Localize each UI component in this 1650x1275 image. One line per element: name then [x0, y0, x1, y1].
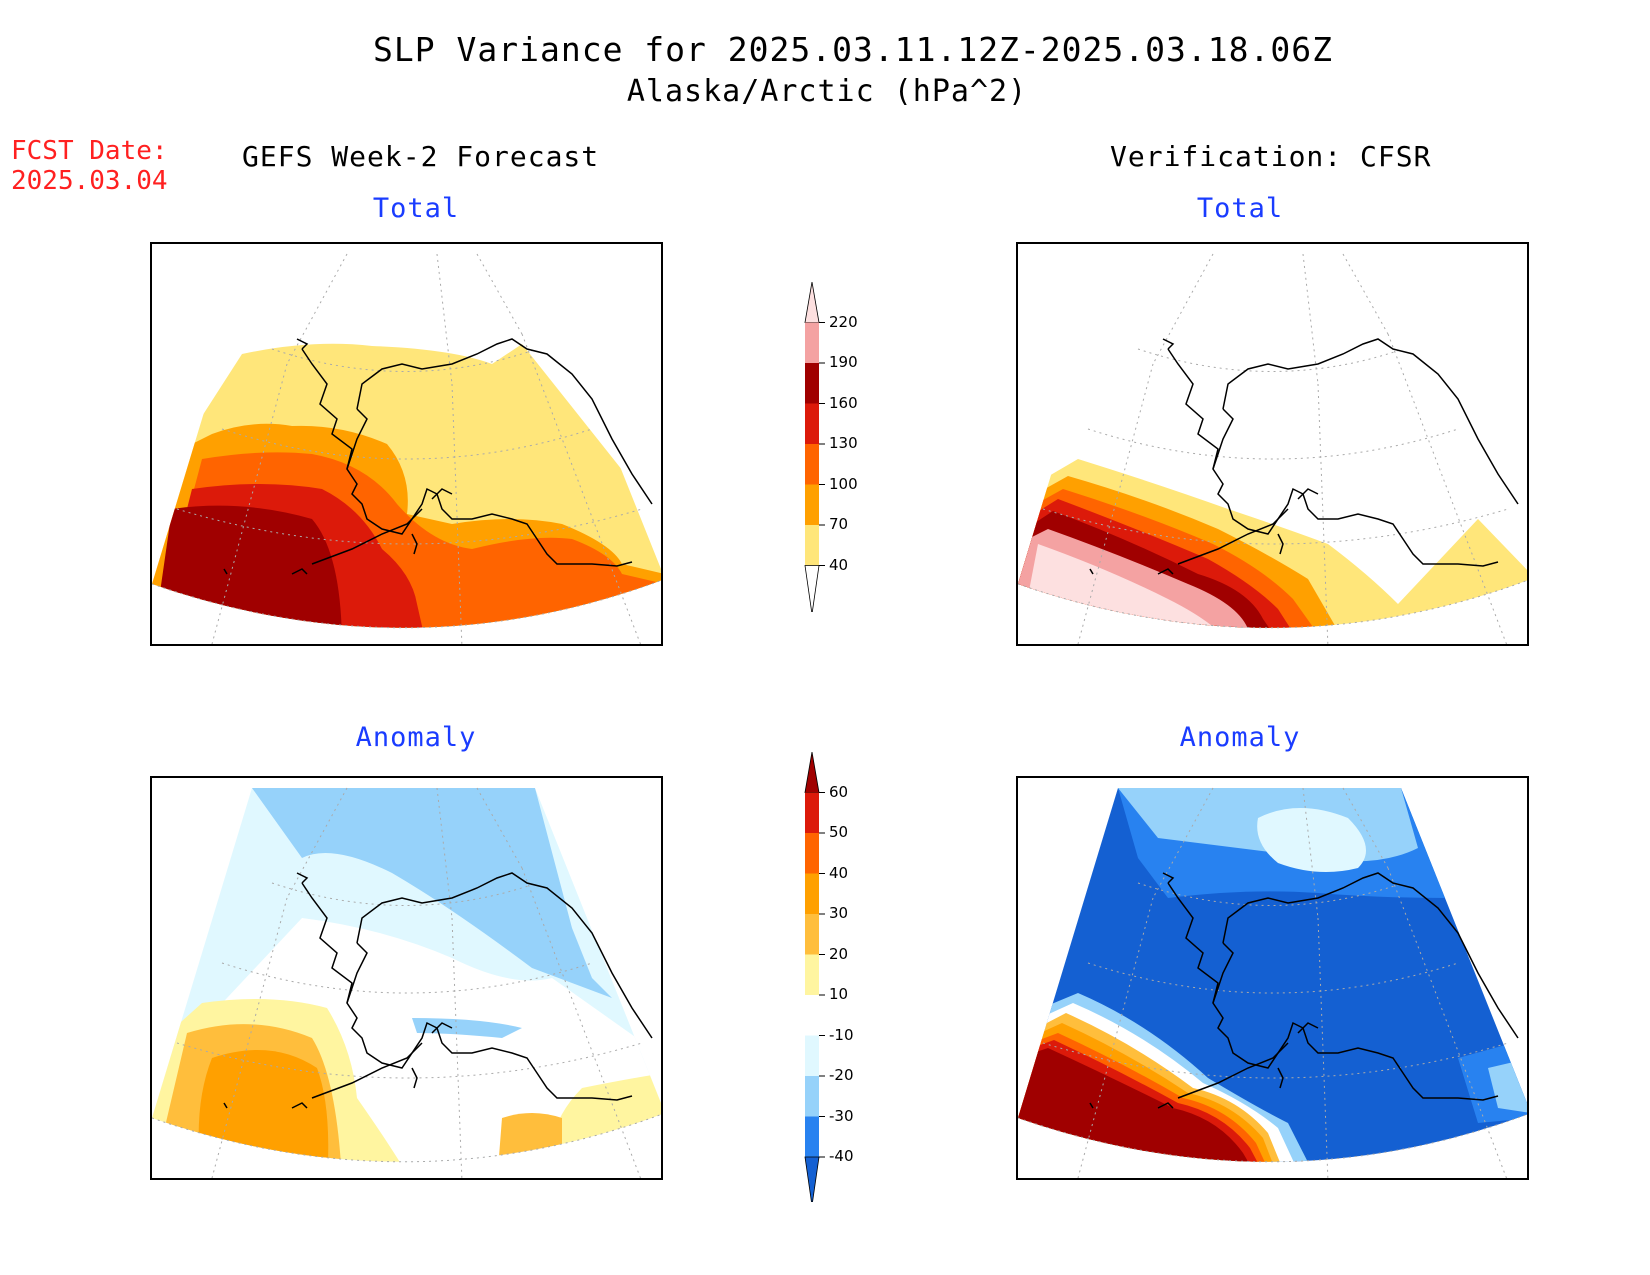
- map-cfsr-total: [1018, 253, 1527, 644]
- colorbar-label: 30: [829, 904, 849, 922]
- colorbar-top-triangle: [804, 282, 820, 323]
- colorbar-label: 40: [829, 863, 849, 882]
- column-heading-gefs: GEFS Week-2 Forecast: [242, 140, 600, 173]
- map-panel-gefs-total: [150, 242, 663, 646]
- colorbar-label: 40: [829, 555, 849, 574]
- colorbar-label: 130: [829, 434, 858, 452]
- panel-title-cfsr-anomaly: Anomaly: [1179, 722, 1301, 753]
- column-heading-cfsr: Verification: CFSR: [1110, 140, 1432, 173]
- map-panel-cfsr-total: [1016, 242, 1529, 646]
- colorbar-swatch: [805, 363, 819, 404]
- forecast-date-label: FCST Date:: [11, 136, 168, 166]
- colorbar-swatch: [805, 444, 819, 485]
- colorbar-label: -20: [829, 1066, 854, 1084]
- colorbar-swatch: [805, 403, 819, 444]
- panel-title-gefs-total: Total: [372, 193, 460, 224]
- colorbar-swatch: [805, 873, 819, 914]
- panel-title-gefs-anomaly: Anomaly: [355, 722, 477, 753]
- colorbar-label: 100: [829, 474, 858, 493]
- colorbar-swatch: [805, 1035, 819, 1076]
- colorbar-top-triangle: [804, 752, 820, 793]
- colorbar-swatch: [805, 954, 819, 995]
- map-gefs-anomaly: [152, 787, 661, 1178]
- colorbar-label: 60: [829, 782, 849, 801]
- colorbar-anomaly: [804, 752, 825, 1202]
- colorbar-label: 50: [829, 823, 849, 841]
- map-cfsr-anomaly: [1018, 787, 1527, 1178]
- colorbar-label: 70: [829, 515, 849, 533]
- main-subtitle: Alaska/Arctic (hPa^2): [626, 74, 1028, 109]
- colorbar-swatch: [805, 322, 819, 363]
- map-panel-gefs-anomaly: [150, 776, 663, 1180]
- colorbar-label: 190: [829, 353, 858, 371]
- map-panel-cfsr-anomaly: [1016, 776, 1529, 1180]
- colorbar-swatch: [805, 792, 819, 833]
- colorbar-label: -10: [829, 1025, 854, 1044]
- colorbar-swatch: [805, 914, 819, 955]
- colorbar-swatch: [805, 525, 819, 566]
- colorbar-label: 10: [829, 985, 849, 1003]
- colorbar-label: 160: [829, 393, 858, 412]
- colorbar-swatch: [805, 833, 819, 874]
- panel-title-cfsr-total: Total: [1196, 193, 1284, 224]
- forecast-date: FCST Date: 2025.03.04: [11, 136, 168, 196]
- colorbar-swatch: [805, 1076, 819, 1117]
- colorbar-label: -40: [829, 1147, 854, 1165]
- colorbar-bottom-triangle: [804, 1156, 820, 1202]
- colorbar-label: 20: [829, 944, 849, 963]
- colorbar-swatch: [805, 484, 819, 525]
- forecast-date-value: 2025.03.04: [11, 166, 168, 196]
- colorbar-label: 220: [829, 312, 858, 331]
- map-gefs-total: [152, 253, 661, 644]
- main-title: SLP Variance for 2025.03.11.12Z-2025.03.…: [373, 30, 1333, 69]
- colorbar-swatch: [805, 995, 819, 1036]
- colorbar-bottom-triangle: [804, 565, 820, 612]
- colorbar-swatch: [805, 1116, 819, 1157]
- colorbar-label: -30: [829, 1106, 854, 1125]
- colorbar-total: [804, 282, 825, 612]
